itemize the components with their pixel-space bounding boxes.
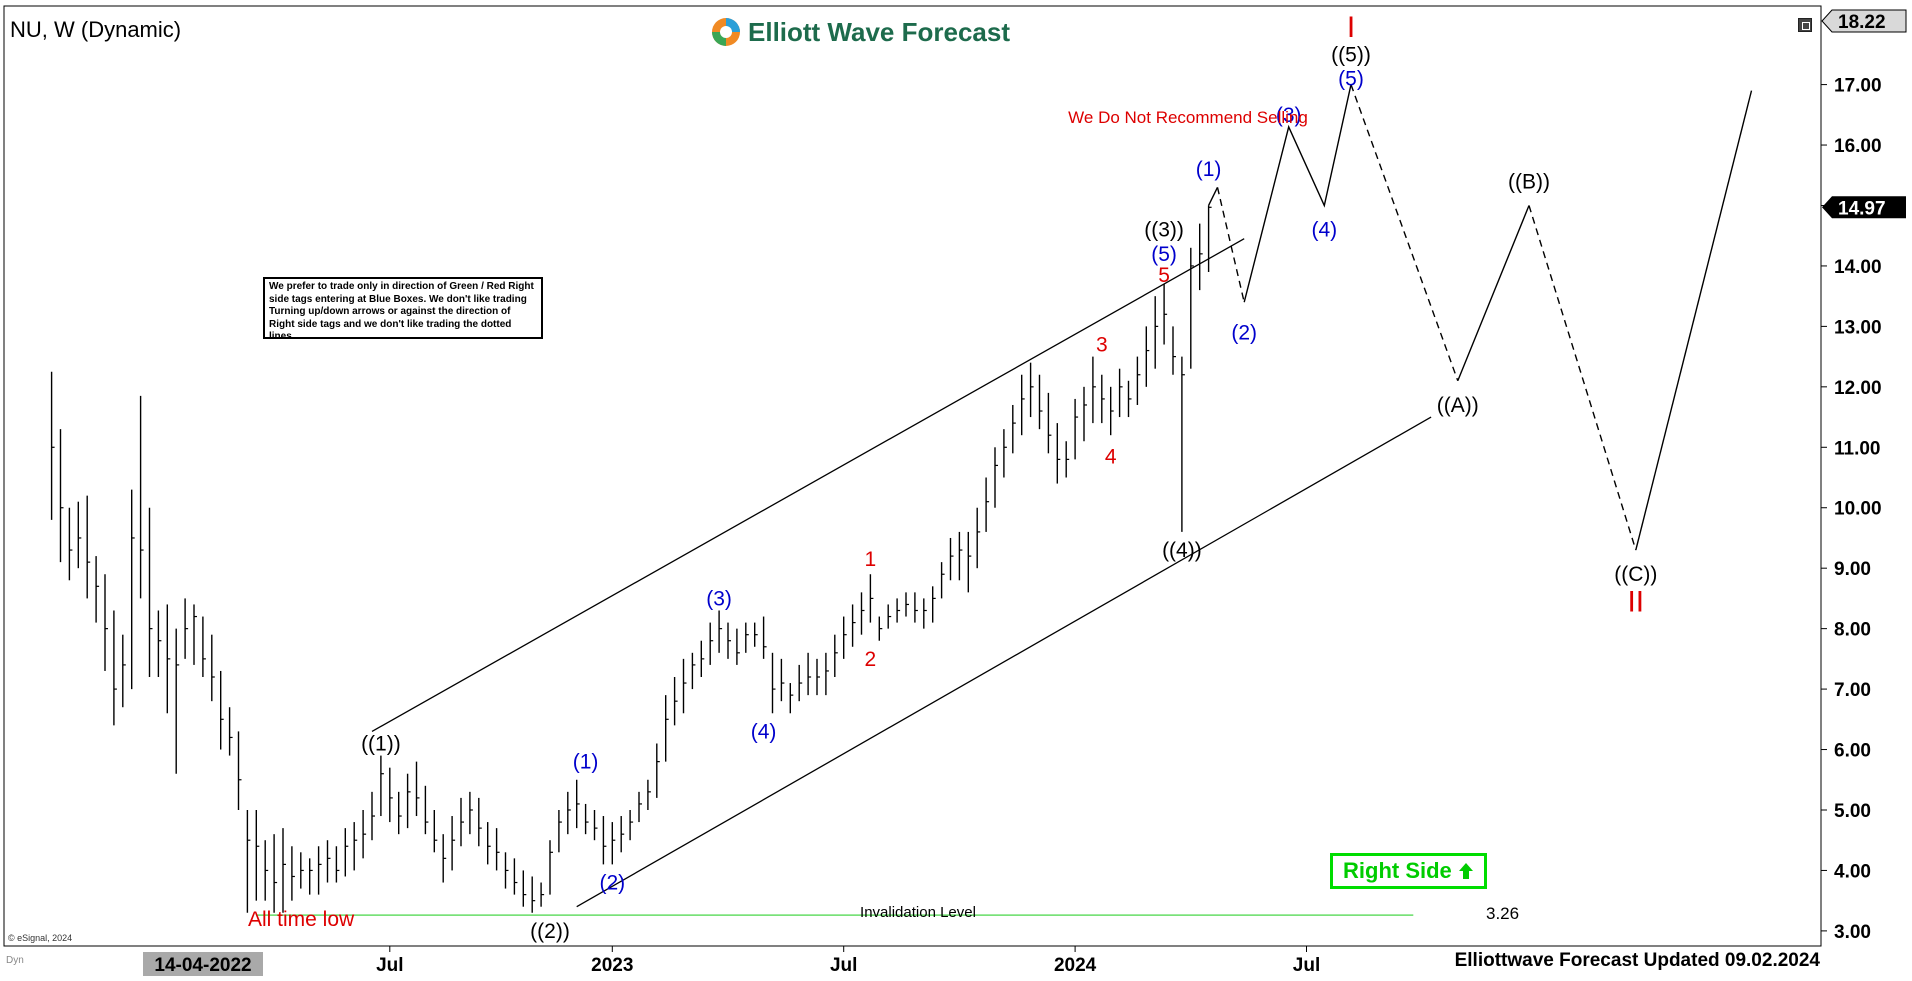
right-side-tag: Right Side: [1330, 853, 1487, 889]
wave-label: 4: [1105, 445, 1117, 468]
top-price-label: 18.22: [1838, 12, 1886, 33]
annotations: We Do Not Recommend Selling All time low I…: [248, 108, 1519, 931]
channel-line-lower: [576, 416, 1432, 908]
all-time-low-label: All time low: [248, 908, 355, 931]
projection-solid-segment: [1207, 187, 1219, 206]
wave-label: ((5)): [1331, 43, 1371, 66]
wave-label: I: [1347, 11, 1355, 44]
channel-line-upper: [371, 238, 1245, 732]
price-tick-label: 11.00: [1834, 438, 1881, 459]
invalidation-label: Invalidation Level: [860, 904, 976, 921]
wave-label: ((3)): [1144, 219, 1184, 242]
price-tick-label: 9.00: [1834, 559, 1871, 580]
recommendation-note: We Do Not Recommend Selling: [1068, 108, 1308, 127]
wave-labels: ((1))((2))(1)(2)(3)(4)12345(5)((3))((4))…: [361, 11, 1657, 943]
wave-label: (3): [1276, 104, 1302, 127]
wave-label: 1: [865, 548, 877, 571]
wave-label: ((B)): [1508, 170, 1550, 193]
trading-note-box: We prefer to trade only in direction of …: [263, 277, 543, 342]
wave-label: II: [1627, 585, 1644, 618]
wave-label: (4): [751, 720, 777, 743]
wave-label: ((2)): [530, 920, 570, 943]
price-tick-label: 12.00: [1834, 378, 1882, 399]
projection-solid-segment: [1457, 205, 1530, 382]
invalidation-value: 3.26: [1486, 904, 1519, 923]
current-price-label: 14.97: [1838, 198, 1886, 219]
price-tick-label: 13.00: [1834, 317, 1882, 338]
updated-note: Elliottwave Forecast Updated 09.02.2024: [1454, 950, 1820, 971]
wave-label: 3: [1096, 334, 1108, 357]
projection-solid-segment: [1243, 84, 1352, 303]
wave-label: (2): [599, 872, 625, 895]
dyn-label: Dyn: [6, 955, 24, 966]
price-tick-label: 16.00: [1834, 136, 1882, 157]
projection-dashed-segment: [1216, 187, 1245, 303]
time-tick-label: 2024: [1054, 955, 1097, 976]
wave-label: (1): [1196, 158, 1222, 181]
arrow-up-icon: [1458, 858, 1474, 879]
date-cursor-box: [143, 952, 263, 976]
price-tick-label: 8.00: [1834, 620, 1871, 641]
price-tick-label: 4.00: [1834, 861, 1871, 882]
projection-solid-segment: [1635, 90, 1753, 551]
channel-lines: [256, 238, 1432, 916]
current-price-tag: [1822, 196, 1906, 219]
wave-label: (1): [573, 751, 599, 774]
price-tick-label: 17.00: [1834, 76, 1882, 97]
time-tick-label: Jul: [830, 955, 857, 976]
wave-label: ((C)): [1614, 563, 1657, 586]
wave-label: (4): [1311, 219, 1337, 242]
price-tick-label: 3.00: [1834, 922, 1871, 943]
axis-layer: 3.004.005.006.007.008.009.0010.0011.0012…: [143, 9, 1907, 976]
wave-label: (2): [1231, 321, 1257, 344]
ticker-title: NU, W (Dynamic): [10, 17, 182, 42]
wave-label: (5): [1338, 68, 1364, 91]
logo-icon: [712, 18, 740, 46]
wave-label: ((4)): [1162, 539, 1202, 562]
plot-frame: [3, 5, 1822, 947]
wave-label: (5): [1151, 243, 1177, 266]
wave-label: ((1)): [361, 732, 401, 755]
price-tick-label: 7.00: [1834, 680, 1871, 701]
projection-dashed-segment: [1528, 205, 1637, 551]
wave-label: 2: [865, 648, 877, 671]
price-bars: [50, 205, 1212, 913]
wave-label: ((A)): [1437, 394, 1479, 417]
top-price-tag: [1821, 9, 1907, 33]
restore-window-icon[interactable]: [1798, 18, 1812, 32]
price-tick-label: 14.00: [1834, 257, 1882, 278]
wave-label: (3): [706, 587, 732, 610]
date-cursor-label: 14-04-2022: [154, 955, 251, 976]
projection-dashed-segment: [1350, 84, 1459, 382]
brand-logo: Elliott Wave Forecast: [710, 14, 1010, 50]
time-tick-label: Jul: [1293, 955, 1320, 976]
price-tick-label: 10.00: [1834, 499, 1882, 520]
projection-path: [1207, 84, 1753, 551]
price-tick-label: 6.00: [1834, 741, 1871, 762]
time-tick-label: Jul: [376, 955, 403, 976]
copyright: © eSignal, 2024: [8, 933, 73, 943]
wave-label: 5: [1158, 264, 1170, 287]
right-side-label: Right Side: [1343, 858, 1452, 883]
time-tick-label: 2023: [591, 955, 633, 976]
price-tick-label: 5.00: [1834, 801, 1871, 822]
brand-name: Elliott Wave Forecast: [748, 16, 1010, 47]
